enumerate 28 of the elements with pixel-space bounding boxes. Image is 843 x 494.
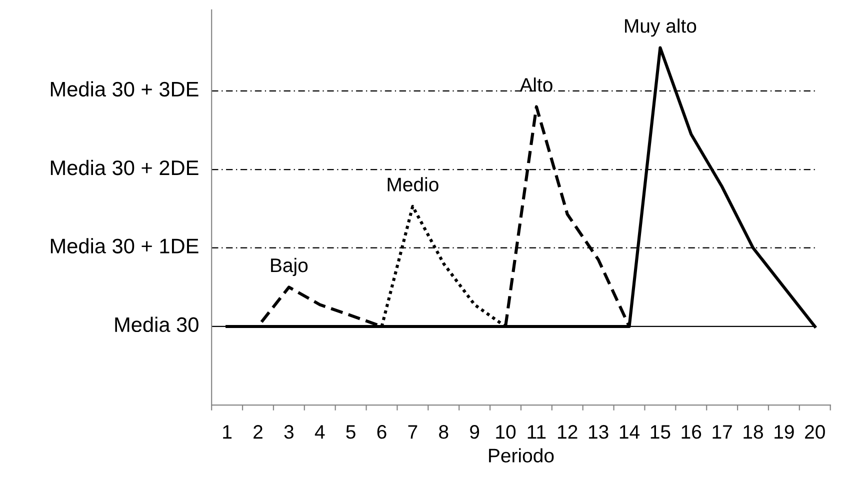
x-tick-label: 12 bbox=[558, 425, 578, 439]
x-tick-label: 14 bbox=[620, 425, 640, 439]
x-tick-label: 3 bbox=[284, 425, 294, 439]
ref-line-label: Media 30 bbox=[115, 316, 198, 332]
x-tick-label: 11 bbox=[528, 425, 546, 439]
annotation: Medio bbox=[388, 177, 438, 192]
x-axis-title: Periodo bbox=[489, 448, 554, 462]
x-tick-label: 4 bbox=[314, 425, 325, 439]
x-tick-label: 9 bbox=[470, 425, 480, 439]
x-tick-label: 20 bbox=[805, 425, 825, 439]
x-tick-label: 17 bbox=[712, 425, 732, 439]
annotation: Muy alto bbox=[625, 18, 696, 37]
x-tick-label: 15 bbox=[650, 425, 670, 439]
x-tick-label: 10 bbox=[496, 425, 516, 439]
x-tick-label: 5 bbox=[346, 425, 356, 439]
ref-line-label: Media 30 + 3DE bbox=[50, 81, 198, 97]
x-tick-label: 16 bbox=[682, 425, 702, 439]
x-tick-label: 1 bbox=[223, 425, 232, 439]
annotation: Bajo bbox=[271, 258, 308, 276]
x-tick-label: 7 bbox=[408, 425, 418, 439]
x-tick-label: 19 bbox=[774, 425, 794, 439]
x-tick-label: 2 bbox=[254, 425, 262, 439]
x-tick-label: 8 bbox=[439, 425, 448, 439]
ref-line-label: Media 30 + 2DE bbox=[50, 160, 198, 176]
ref-line-label: Media 30 + 1DE bbox=[50, 238, 198, 254]
x-tick-label: 13 bbox=[588, 425, 608, 439]
x-tick-label: 6 bbox=[377, 425, 386, 439]
x-tick-label: 18 bbox=[744, 425, 763, 439]
